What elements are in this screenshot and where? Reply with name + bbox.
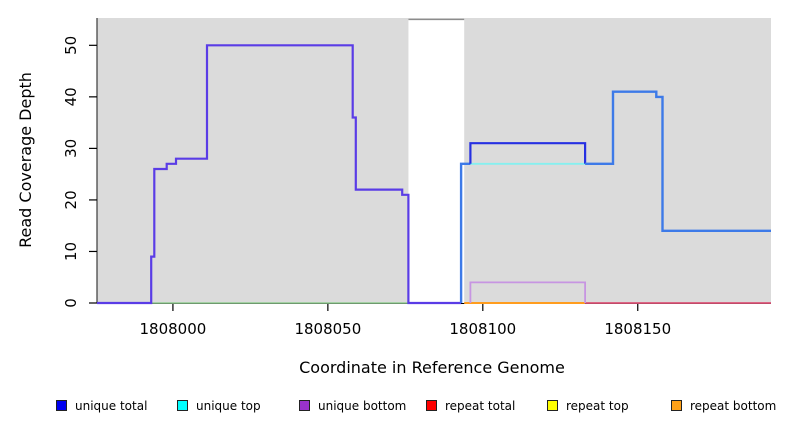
series-unique-total-right-rise: [459, 162, 471, 303]
axes: 1808000 1808050 1808100 1808150 0 10 20 30 40 50: [62, 18, 771, 338]
x-axis-title: Coordinate in Reference Genome: [299, 358, 565, 377]
y-tick-label: 50: [62, 36, 80, 55]
x-tick-label: 1808150: [604, 320, 671, 338]
y-tick-label: 0: [62, 298, 80, 308]
covered-region-right: [464, 18, 771, 303]
x-tick-label: 1808050: [294, 320, 361, 338]
covered-region-left: [97, 18, 409, 303]
series-unique-bottom-box: [469, 281, 586, 303]
plot-background-regions: [97, 18, 771, 303]
y-axis-title: Read Coverage Depth: [16, 72, 35, 248]
y-tick-label: 20: [62, 190, 80, 209]
y-tick-label: 30: [62, 139, 80, 158]
series-unique-total-left-block: [97, 44, 462, 305]
x-tick-label: 1808100: [449, 320, 516, 338]
y-tick-label: 10: [62, 242, 80, 261]
series-unique-total-right-peak: [469, 142, 587, 164]
series-unique-total-right-tail: [585, 90, 771, 233]
x-tick-label: 1808000: [140, 320, 207, 338]
y-tick-label: 40: [62, 87, 80, 106]
series-lines: [97, 44, 771, 305]
